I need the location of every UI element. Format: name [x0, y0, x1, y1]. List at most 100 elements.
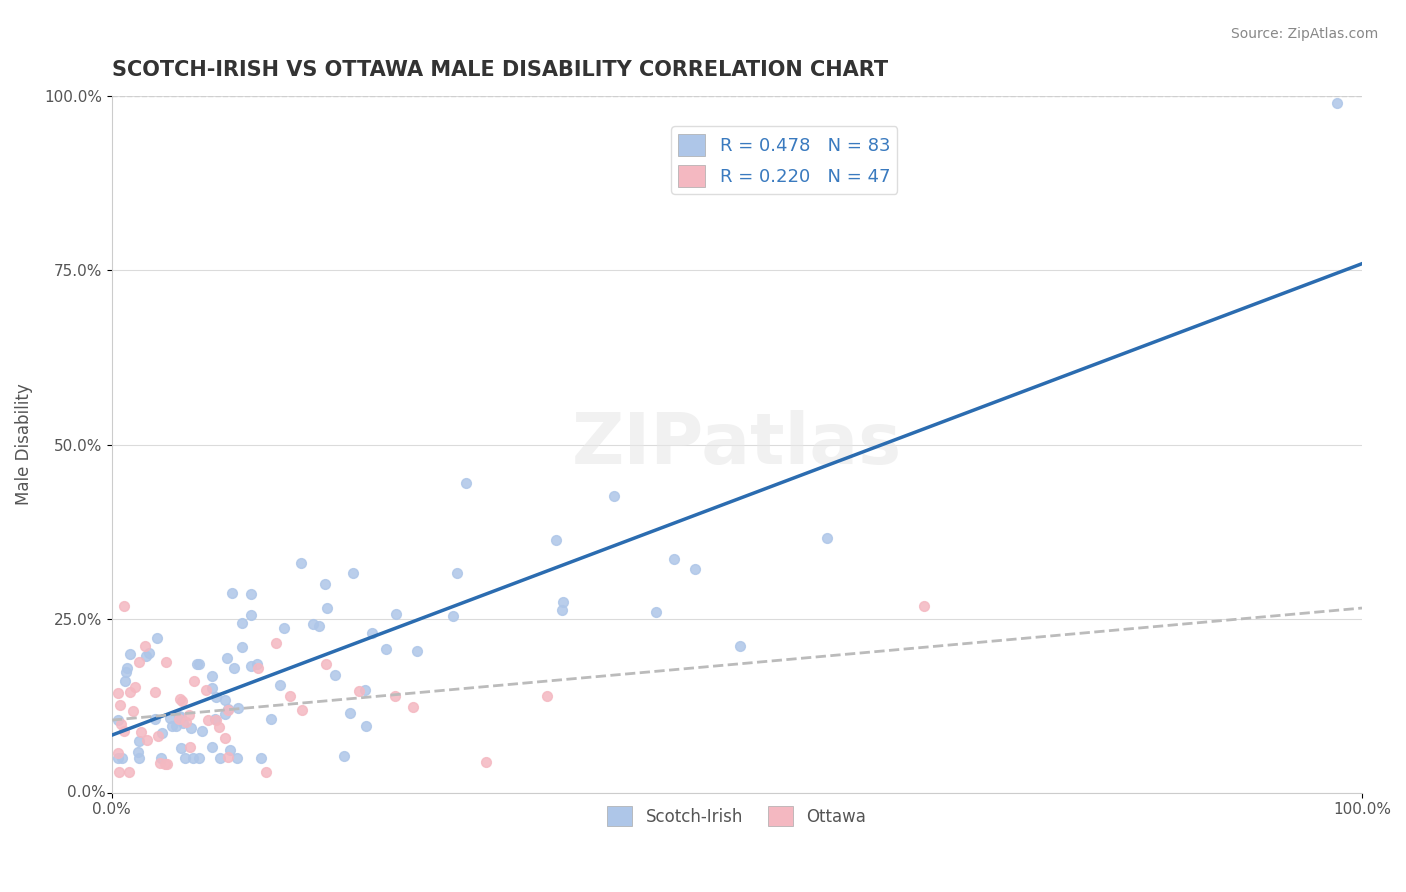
Point [342, 566, 364, 580]
Text: Source: ZipAtlas.com: Source: ZipAtlas.com [1230, 27, 1378, 41]
Point [315, 657, 337, 671]
Point [308, 619, 330, 633]
Point [136, 733, 159, 747]
Point [107, 751, 129, 765]
Point [187, 657, 209, 671]
Point [134, 639, 156, 653]
Point [354, 719, 377, 733]
Point [339, 706, 361, 721]
Point [165, 719, 187, 733]
Point [204, 712, 226, 726]
Point [191, 724, 214, 739]
Point [179, 708, 201, 723]
Point [155, 656, 177, 670]
Point [254, 764, 277, 779]
Point [221, 586, 243, 600]
Point [179, 739, 201, 754]
Point [217, 702, 239, 716]
Point [197, 713, 219, 727]
Point [112, 599, 135, 614]
Point [551, 595, 574, 609]
Point [114, 674, 136, 689]
Point [115, 661, 138, 675]
Point [194, 683, 217, 698]
Point [186, 657, 208, 672]
Point [110, 717, 132, 731]
Point [149, 751, 172, 765]
Point [201, 681, 224, 695]
Point [247, 661, 270, 675]
Point [323, 668, 346, 682]
Point [219, 742, 242, 756]
Point [662, 551, 685, 566]
Point [204, 713, 226, 727]
Point [167, 709, 190, 723]
Point [107, 686, 129, 700]
Point [240, 587, 263, 601]
Point [146, 729, 169, 743]
Point [361, 626, 384, 640]
Point [143, 713, 166, 727]
Point [170, 709, 193, 723]
Point [153, 756, 176, 771]
Point [222, 661, 245, 675]
Point [128, 656, 150, 670]
Point [260, 712, 283, 726]
Point [214, 731, 236, 745]
Point [172, 716, 194, 731]
Point [384, 689, 406, 703]
Text: ZIPatlas: ZIPatlas [572, 410, 903, 479]
Point [536, 689, 558, 703]
Point [159, 710, 181, 724]
Point [146, 631, 169, 645]
Point [201, 740, 224, 755]
Point [122, 704, 145, 718]
Point [183, 751, 205, 765]
Point [546, 533, 568, 547]
Point [131, 725, 153, 739]
Point [347, 684, 370, 698]
Point [685, 562, 707, 576]
Point [314, 577, 336, 591]
Point [183, 674, 205, 689]
Point [246, 657, 269, 672]
Point [118, 647, 141, 661]
Point [170, 694, 193, 708]
Point [174, 715, 197, 730]
Point [291, 703, 314, 717]
Point [169, 691, 191, 706]
Point [205, 690, 228, 704]
Point [301, 617, 323, 632]
Y-axis label: Male Disability: Male Disability [15, 384, 32, 506]
Point [108, 764, 131, 779]
Point [180, 721, 202, 735]
Point [107, 746, 129, 760]
Point [208, 720, 231, 734]
Point [156, 756, 179, 771]
Point [231, 640, 253, 654]
Point [231, 616, 253, 631]
Point [354, 682, 377, 697]
Point [550, 603, 572, 617]
Point [273, 621, 295, 635]
Point [603, 489, 626, 503]
Point [225, 751, 247, 765]
Point [290, 556, 312, 570]
Point [332, 749, 354, 764]
Point [112, 724, 135, 739]
Point [174, 751, 197, 765]
Text: 0.0%: 0.0% [67, 785, 105, 800]
Point [645, 605, 668, 619]
Point [138, 646, 160, 660]
Point [215, 650, 238, 665]
Point [375, 642, 398, 657]
Point [1326, 96, 1348, 111]
Point [402, 700, 425, 714]
Point [135, 649, 157, 664]
Point [278, 690, 301, 704]
Point [118, 764, 141, 779]
Point [170, 740, 193, 755]
Point [128, 751, 150, 765]
Point [269, 677, 291, 691]
Point [201, 669, 224, 683]
